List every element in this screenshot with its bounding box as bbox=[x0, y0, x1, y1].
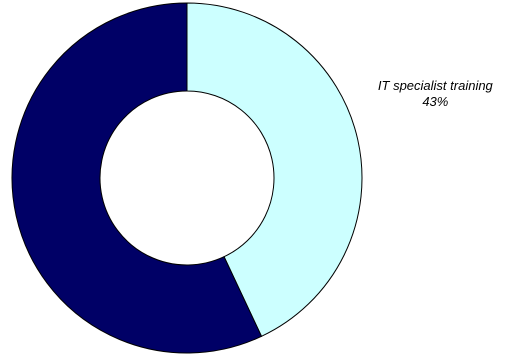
donut-slice-1 bbox=[186, 2, 363, 338]
donut-slices bbox=[11, 2, 363, 354]
donut-slice-2 bbox=[11, 2, 263, 354]
slice-label-1: IT specialist training bbox=[378, 78, 494, 93]
slice-value-label-1: 43% bbox=[422, 94, 448, 109]
